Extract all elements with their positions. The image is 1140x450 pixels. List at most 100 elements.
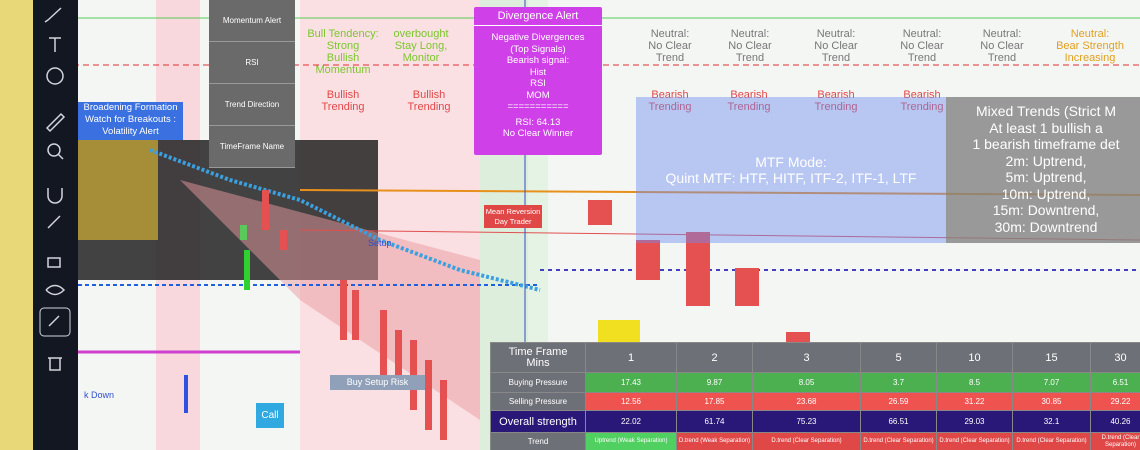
status-label: Neutral: Bear Strength Increasing bbox=[1056, 28, 1124, 64]
trend-line: Trending bbox=[407, 101, 451, 113]
table-cell: 23.68 bbox=[752, 392, 861, 411]
trend-label: Bearish Trending bbox=[814, 89, 857, 113]
status-line: Bear Strength bbox=[1056, 40, 1124, 52]
row-label: Buying Pressure bbox=[490, 372, 586, 393]
header-row: Time Frame Mins 1 2 3 5 10 15 30 bbox=[490, 342, 1140, 373]
mixed-line: Mixed Trends (Strict M bbox=[975, 103, 1117, 119]
table-cell: 30.85 bbox=[1012, 392, 1091, 411]
row-label: Trend bbox=[490, 432, 586, 450]
active-tool[interactable] bbox=[39, 307, 71, 337]
table-cell: 17.43 bbox=[585, 372, 677, 393]
popup-line: (Top Signals) bbox=[510, 43, 566, 55]
toolbar-icons bbox=[39, 7, 71, 371]
table-cell: 3.7 bbox=[860, 372, 937, 393]
column-header: 5 bbox=[860, 342, 937, 373]
popup-line: Hist bbox=[529, 66, 547, 78]
info-panel: Momentum Alert RSI Trend Direction TimeFram… bbox=[209, 0, 295, 168]
status-line: Neutral: bbox=[650, 28, 690, 40]
trend-label: Bullish Trending bbox=[321, 89, 364, 113]
table-cell: 61.74 bbox=[676, 410, 753, 433]
buy-setup-label: Buy Setup Risk bbox=[330, 375, 425, 390]
setup-label: Setup bbox=[368, 238, 392, 248]
status-line: No Clear bbox=[814, 40, 858, 52]
mixed-trends-box: Mixed Trends (Strict M At least 1 bullish… bbox=[946, 97, 1140, 243]
table-cell: D.trend (Clear Separation) bbox=[752, 432, 861, 450]
table-cell: 26.59 bbox=[860, 392, 937, 411]
strength-table: Time Frame Mins 1 2 3 5 10 15 30 Buying Pressure 1… bbox=[490, 342, 1140, 450]
status-label: Neutral: No Clear Trend bbox=[814, 28, 857, 64]
status-line: Increasing bbox=[1064, 52, 1116, 64]
mtf-box: MTF Mode: Quint MTF: HTF, HITF, ITF-2, IT… bbox=[636, 97, 946, 243]
panel-row: RSI bbox=[209, 42, 295, 84]
popup-line: Negative Divergences bbox=[491, 32, 585, 43]
table-cell: 7.07 bbox=[1012, 372, 1091, 393]
table-cell: 22.02 bbox=[585, 410, 677, 433]
status-line: Trend bbox=[821, 52, 851, 64]
trend-line: Bearish bbox=[730, 89, 768, 101]
status-line: Trend bbox=[735, 52, 765, 64]
status-line: Neutral: bbox=[902, 28, 942, 40]
table-cell: 8.5 bbox=[936, 372, 1013, 393]
trend-line: Trending bbox=[727, 101, 771, 113]
divergence-popup: Divergence Alert Negative Divergences (To… bbox=[474, 7, 602, 155]
broadening-box: Broadening Formation Watch for Breakouts … bbox=[78, 102, 183, 140]
table-cell: 32.1 bbox=[1012, 410, 1091, 433]
panel-row: Trend Direction bbox=[209, 84, 295, 126]
row-label: Overall strength bbox=[490, 410, 586, 433]
table-cell: D.trend (Weak Separation) bbox=[676, 432, 753, 450]
call-label[interactable]: Call bbox=[256, 403, 284, 428]
table-cell: D.trend (Clear Separation) bbox=[860, 432, 937, 450]
status-label: Neutral: No Clear Trend bbox=[900, 28, 943, 64]
trend-line: Bullish bbox=[412, 89, 446, 101]
popup-line: No Clear Winner bbox=[502, 128, 574, 139]
table-cell: 9.87 bbox=[676, 372, 753, 393]
table-cell: Uptrend (Weak Separation) bbox=[585, 432, 677, 450]
trend-label: Bearish Trending bbox=[900, 89, 943, 113]
table-cell: 17.85 bbox=[676, 392, 753, 411]
mtf-line: Quint MTF: HTF, HITF, ITF-2, ITF-1, LTF bbox=[665, 170, 917, 186]
status-line: No Clear bbox=[648, 40, 692, 52]
trend-label: Bearish Trending bbox=[727, 89, 770, 113]
trend-label: Bullish Trending bbox=[407, 89, 450, 113]
status-line: Momentum bbox=[315, 64, 371, 76]
mixed-line: 30m: Downtrend bbox=[994, 218, 1098, 235]
broadening-line: Volatility Alert bbox=[102, 126, 159, 137]
status-line: No Clear bbox=[900, 40, 944, 52]
trend-line: Trending bbox=[814, 101, 858, 113]
status-label: overbought Stay Long, Monitor bbox=[393, 28, 448, 64]
table-cell: 29.03 bbox=[936, 410, 1013, 433]
trend-line: Bearish bbox=[651, 89, 689, 101]
table-cell: 12.56 bbox=[585, 392, 677, 411]
status-line: Trend bbox=[987, 52, 1017, 64]
header-cell: Time Frame Mins bbox=[490, 342, 586, 373]
popup-line: RSI bbox=[530, 78, 546, 89]
status-label: Neutral: No Clear Trend bbox=[648, 28, 691, 64]
trend-line: Bullish bbox=[326, 89, 360, 101]
column-header: 30 bbox=[1090, 342, 1140, 373]
header-text: Time Frame bbox=[508, 345, 568, 358]
down-label: k Down bbox=[84, 390, 115, 400]
table-row: Trend Uptrend (Weak Separation) D.trend (W… bbox=[490, 432, 1140, 450]
column-header: 10 bbox=[936, 342, 1013, 373]
status-line: Trend bbox=[907, 52, 937, 64]
table-cell: 66.51 bbox=[860, 410, 937, 433]
mean-reversion-box: Mean Reversion Day Trader bbox=[484, 205, 542, 228]
row-label: Selling Pressure bbox=[490, 392, 586, 411]
mixed-line: 10m: Uptrend, bbox=[1001, 185, 1091, 202]
mixed-line: 15m: Downtrend, bbox=[992, 202, 1100, 218]
broadening-line: Broadening Formation bbox=[83, 102, 178, 113]
popup-line: Bearish signal: bbox=[506, 55, 570, 66]
header-text: Mins bbox=[526, 356, 550, 369]
status-line: overbought bbox=[393, 28, 449, 40]
table-row: Selling Pressure 12.56 17.85 23.68 26.59 31.2… bbox=[490, 392, 1140, 411]
table-cell: D.trend (Clear Separation) bbox=[1090, 432, 1140, 450]
trend-line: Bearish bbox=[817, 89, 855, 101]
table-cell: 29.22 bbox=[1090, 392, 1140, 411]
table-cell: 8.05 bbox=[752, 372, 861, 393]
status-line: Bull Tendency: bbox=[307, 28, 379, 40]
status-line: Neutral: bbox=[816, 28, 856, 40]
status-line: No Clear bbox=[980, 40, 1024, 52]
mean-line: Mean Reversion bbox=[485, 207, 541, 216]
mtf-line: MTF Mode: bbox=[755, 154, 827, 170]
column-header: 1 bbox=[585, 342, 677, 373]
